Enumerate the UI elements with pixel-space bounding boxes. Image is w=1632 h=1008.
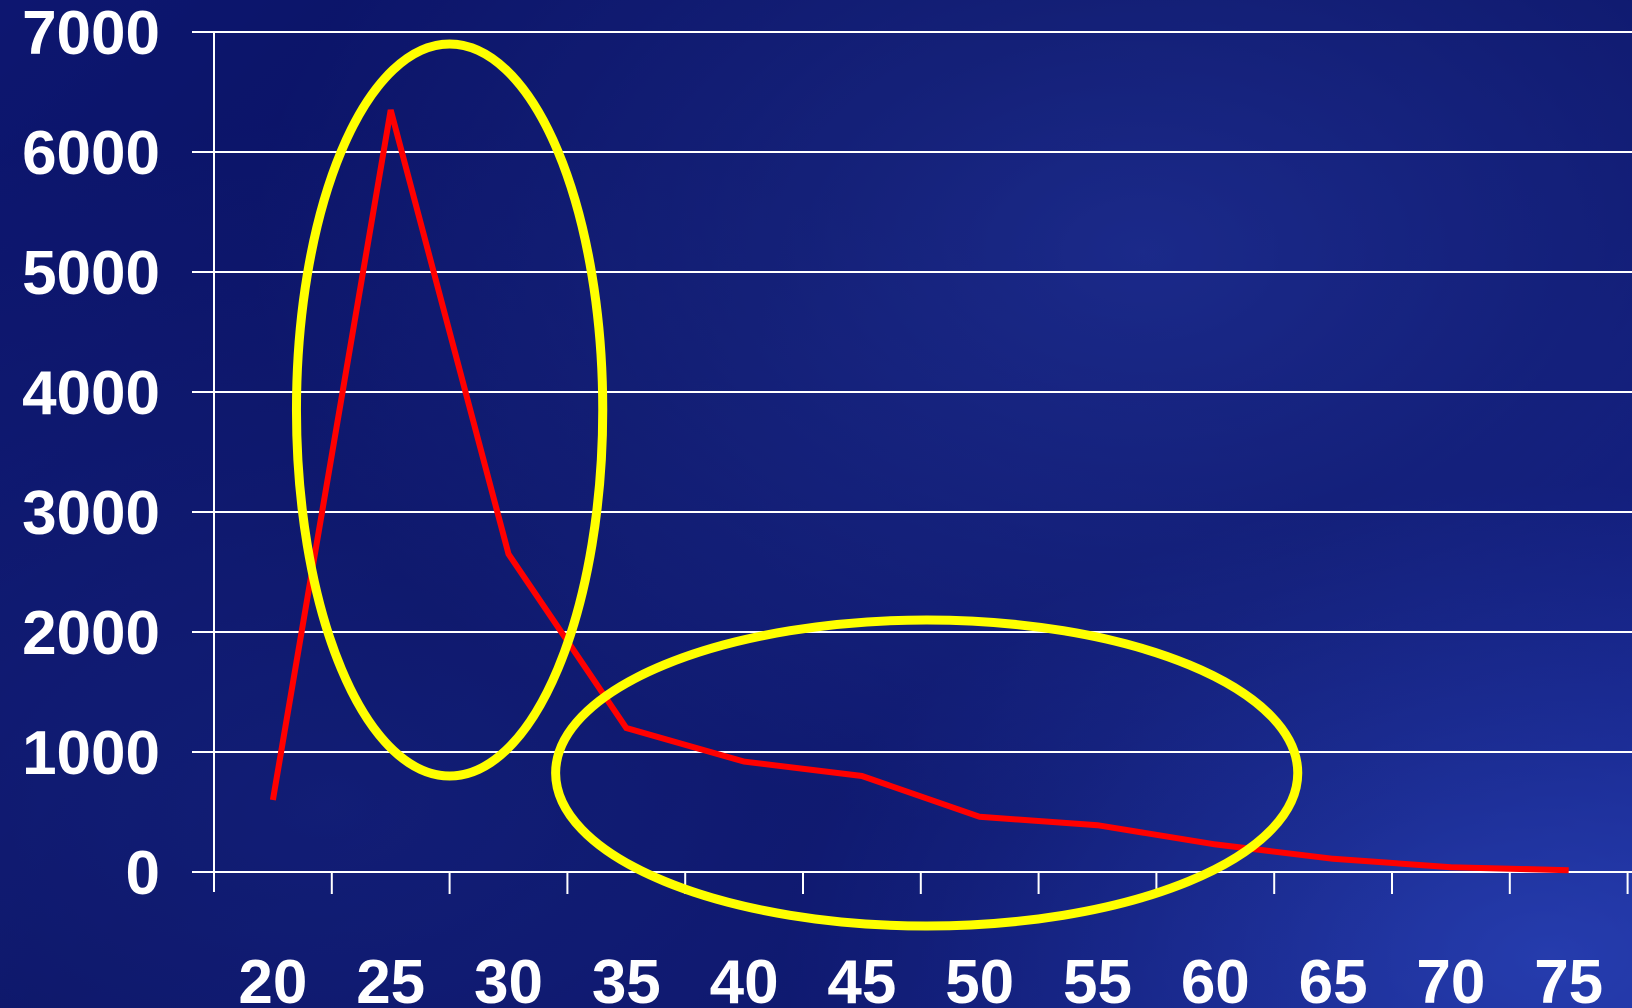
x-tick-label: 40: [710, 948, 779, 1008]
y-tick-label: 7000: [22, 0, 160, 68]
y-tick-label: 1000: [22, 719, 160, 788]
series-group: [269, 109, 1569, 874]
series-line-0: [269, 109, 1569, 874]
highlight-ellipse-1: [291, 39, 608, 781]
y-tick-labels: 0 1000 2000 3000 4000 5000 6000 7000: [22, 0, 160, 908]
x-tick-label: 20: [238, 948, 307, 1008]
grid-lines: [214, 31, 1632, 753]
x-tick-label: 65: [1299, 948, 1368, 1008]
x-tick-label: 50: [945, 948, 1014, 1008]
x-tick-label: 45: [827, 948, 896, 1008]
highlight-ellipse-2: [551, 615, 1303, 931]
x-tick-label: 70: [1416, 948, 1485, 1008]
y-tick-label: 2000: [22, 599, 160, 668]
x-tick-label: 35: [592, 948, 661, 1008]
y-tick-label: 5000: [22, 239, 160, 308]
x-tick-label: 55: [1063, 948, 1132, 1008]
highlight-ellipses: [291, 39, 1303, 931]
y-tick-label: 0: [126, 839, 160, 908]
x-tick-labels: 20 25 30 35 40 45 50 55 60 65 70 75: [238, 948, 1603, 1008]
x-tick-label: 75: [1534, 948, 1603, 1008]
y-tick-label: 4000: [22, 359, 160, 428]
x-tick-label: 25: [356, 948, 425, 1008]
y-tick-label: 3000: [22, 479, 160, 548]
axes: [192, 31, 1632, 894]
x-tick-label: 30: [474, 948, 543, 1008]
y-tick-label: 6000: [22, 119, 160, 188]
x-tick-label: 60: [1181, 948, 1250, 1008]
